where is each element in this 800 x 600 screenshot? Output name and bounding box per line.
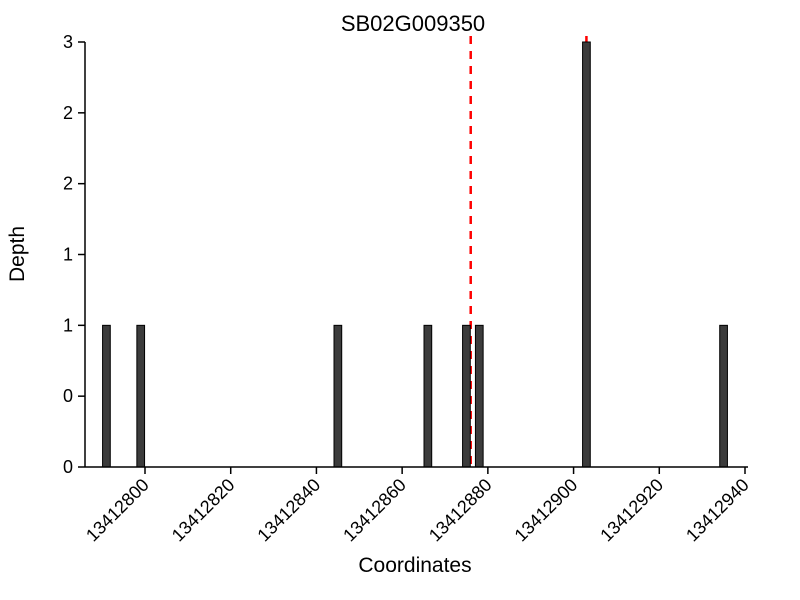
x-tick-label: 13412840: [253, 475, 324, 546]
x-tick-label: 13412900: [511, 475, 582, 546]
y-tick-label: 2: [63, 103, 73, 123]
depth-bar: [582, 41, 591, 468]
depth-bar: [102, 324, 111, 468]
x-axis-label: Coordinates: [358, 554, 471, 577]
x-tick-label: 13412920: [596, 475, 667, 546]
y-tick-label: 2: [63, 174, 73, 194]
chart-title: SB02G009350: [341, 11, 485, 36]
depth-bar: [719, 324, 728, 468]
y-axis-label: Depth: [6, 226, 29, 282]
x-tick-label: 13412860: [339, 475, 410, 546]
depth-bars: [102, 41, 728, 468]
x-tick-label: 13412800: [82, 475, 153, 546]
y-tick-label: 1: [63, 315, 73, 335]
y-axis-ticks: 0 0 1 1 2 2 3: [63, 32, 85, 477]
x-tick-label: 13412940: [682, 475, 753, 546]
y-tick-label: 0: [63, 457, 73, 477]
depth-bar: [462, 324, 471, 468]
y-tick-label: 1: [63, 245, 73, 265]
x-tick-label: 13412820: [168, 475, 239, 546]
depth-bar: [423, 324, 433, 468]
x-axis-ticks: 13412800 13412820 13412840 13412860 13412880…: [82, 467, 753, 545]
y-tick-label: 0: [63, 386, 73, 406]
gene-boundary-lines: [469, 36, 588, 467]
depth-bar: [136, 324, 146, 468]
x-tick-label: 13412880: [425, 475, 496, 546]
depth-bar: [474, 324, 484, 468]
y-tick-label: 3: [63, 32, 73, 52]
depth-bar: [333, 324, 343, 468]
